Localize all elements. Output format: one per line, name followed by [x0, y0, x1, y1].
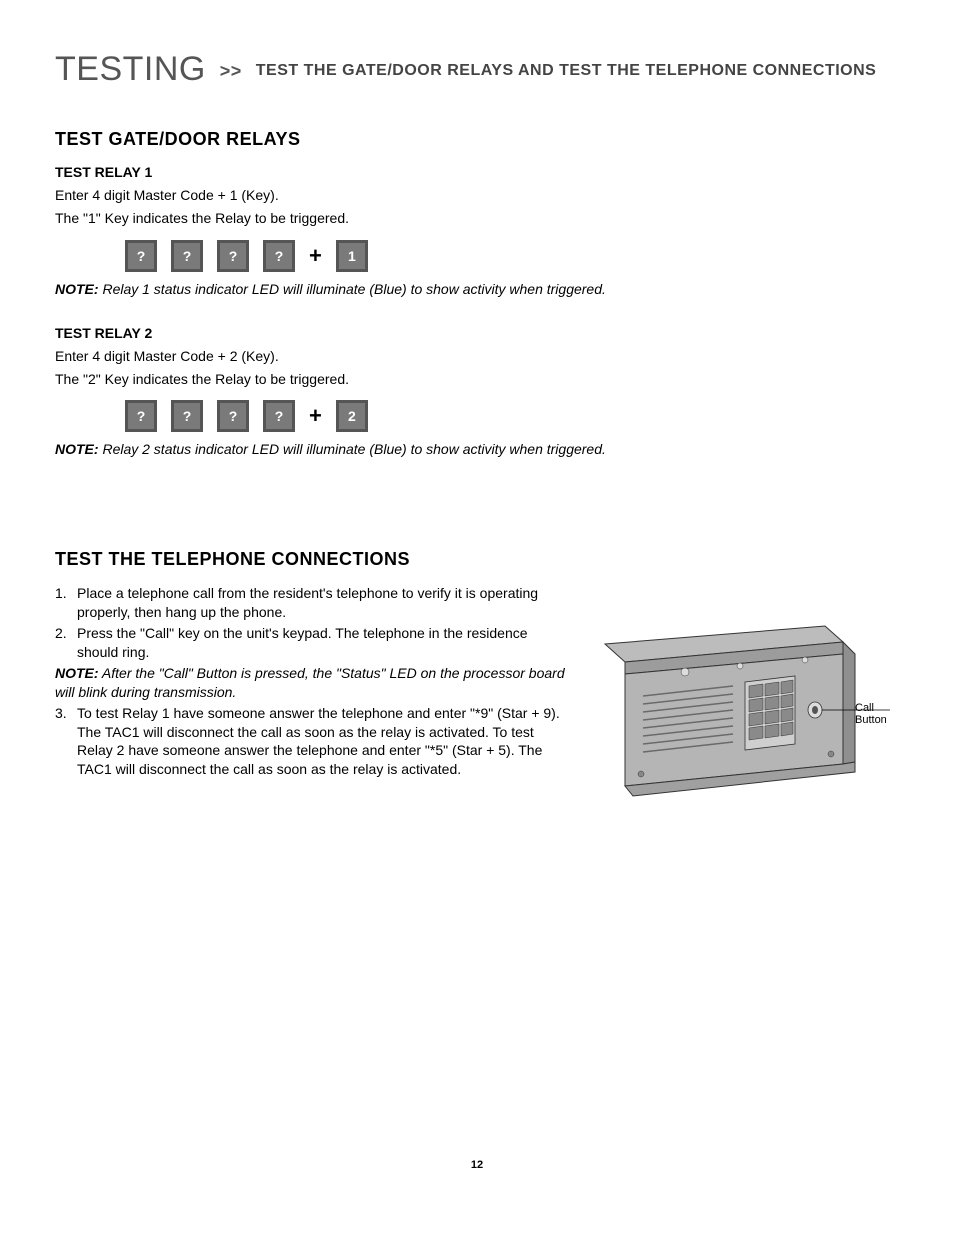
relay2-block: TEST RELAY 2 Enter 4 digit Master Code +…: [55, 325, 899, 460]
keypad-key: ?: [217, 400, 249, 432]
keypad-key: ?: [263, 240, 295, 272]
keypad-key: 2: [336, 400, 368, 432]
relay2-line1: Enter 4 digit Master Code + 2 (Key).: [55, 347, 899, 366]
step-num: 2.: [55, 624, 77, 662]
keypad-key: ?: [263, 400, 295, 432]
relay2-note: NOTE: Relay 2 status indicator LED will …: [55, 440, 899, 459]
note-label: NOTE:: [55, 441, 99, 457]
relay1-heading: TEST RELAY 1: [55, 164, 899, 180]
note-body: Relay 2 status indicator LED will illumi…: [99, 441, 606, 457]
device-illustration-container: Call Button: [595, 584, 905, 819]
note-body: Relay 1 status indicator LED will illumi…: [99, 281, 606, 297]
relay1-line2: The "1" Key indicates the Relay to be tr…: [55, 209, 899, 228]
step-text: To test Relay 1 have someone answer the …: [77, 704, 565, 780]
telephone-steps: 1.Place a telephone call from the reside…: [55, 584, 565, 781]
keypad-key: ?: [171, 400, 203, 432]
relay1-note: NOTE: Relay 1 status indicator LED will …: [55, 280, 899, 299]
relay2-key-row: ? ? ? ? + 2: [125, 400, 899, 432]
telephone-note: NOTE: After the "Call" Button is pressed…: [55, 664, 565, 702]
note-label: NOTE:: [55, 281, 99, 297]
title-main: TESTING: [55, 50, 206, 88]
section-heading-telephone: TEST THE TELEPHONE CONNECTIONS: [55, 549, 899, 570]
keypad-key: ?: [171, 240, 203, 272]
relay1-key-row: ? ? ? ? + 1: [125, 240, 899, 272]
relay1-line1: Enter 4 digit Master Code + 1 (Key).: [55, 186, 899, 205]
step-text: Place a telephone call from the resident…: [77, 584, 565, 622]
section-heading-relays: TEST GATE/DOOR RELAYS: [55, 129, 899, 150]
title-separator: >>: [220, 61, 242, 81]
page-title: TESTING >> TEST THE GATE/DOOR RELAYS AND…: [55, 50, 899, 89]
relay1-block: TEST RELAY 1 Enter 4 digit Master Code +…: [55, 164, 899, 299]
telephone-section: 1.Place a telephone call from the reside…: [55, 584, 899, 819]
plus-icon: +: [309, 243, 322, 269]
step-num: 3.: [55, 704, 77, 780]
keypad-key: 1: [336, 240, 368, 272]
callout-label: Call Button: [855, 702, 905, 726]
keypad-key: ?: [125, 240, 157, 272]
plus-icon: +: [309, 403, 322, 429]
relay2-line2: The "2" Key indicates the Relay to be tr…: [55, 370, 899, 389]
note-label: NOTE:: [55, 665, 99, 681]
title-sub: TEST THE GATE/DOOR RELAYS AND TEST THE T…: [256, 62, 877, 79]
step-text: Press the "Call" key on the unit's keypa…: [77, 624, 565, 662]
keypad-key: ?: [217, 240, 249, 272]
page-number: 12: [55, 1159, 899, 1171]
note-body: After the "Call" Button is pressed, the …: [55, 665, 565, 700]
keypad-key: ?: [125, 400, 157, 432]
step-num: 1.: [55, 584, 77, 622]
relay2-heading: TEST RELAY 2: [55, 325, 899, 341]
